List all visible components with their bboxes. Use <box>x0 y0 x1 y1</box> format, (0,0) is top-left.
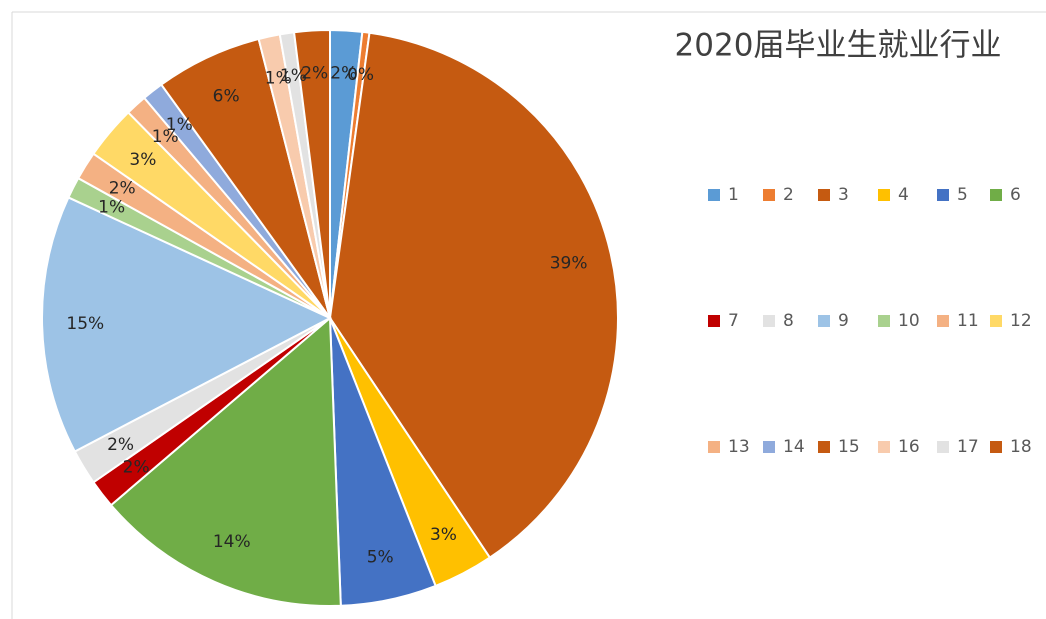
pie-slice <box>109 315 342 607</box>
legend-label: 12 <box>1010 311 1032 331</box>
legend-swatch <box>990 189 1002 201</box>
legend-swatch <box>878 441 890 453</box>
legend-swatch <box>708 315 720 327</box>
data-label: 1% <box>166 115 193 135</box>
legend-swatch <box>818 189 830 201</box>
data-label: 15% <box>66 314 104 334</box>
data-label: 2% <box>107 435 134 455</box>
data-label: 2% <box>123 458 150 478</box>
legend-swatch <box>937 441 949 453</box>
data-label: 1% <box>265 69 292 89</box>
legend-label: 2 <box>783 185 794 205</box>
legend-label: 1 <box>728 185 739 205</box>
legend-swatch <box>937 189 949 201</box>
data-label: 3% <box>430 525 457 545</box>
legend-swatch <box>708 189 720 201</box>
data-label: 5% <box>367 548 394 568</box>
legend-swatch <box>990 315 1002 327</box>
pie-slice <box>41 196 333 453</box>
legend-label: 4 <box>898 185 909 205</box>
legend-swatch <box>763 189 775 201</box>
legend-label: 15 <box>838 437 860 457</box>
legend-label: 5 <box>957 185 968 205</box>
legend-label: 10 <box>898 311 920 331</box>
legend-label: 11 <box>957 311 979 331</box>
legend-swatch <box>878 189 890 201</box>
data-label: 2% <box>301 64 328 84</box>
legend-swatch <box>990 441 1002 453</box>
data-label: 3% <box>129 150 156 170</box>
data-label: 1% <box>280 66 307 86</box>
legend-label: 18 <box>1010 437 1032 457</box>
legend-swatch <box>708 441 720 453</box>
legend-label: 13 <box>728 437 750 457</box>
legend-swatch <box>763 315 775 327</box>
data-label: 1% <box>152 127 179 147</box>
legend-label: 7 <box>728 311 739 331</box>
pie-slice <box>328 31 619 559</box>
legend-swatch <box>878 315 890 327</box>
legend-swatch <box>763 441 775 453</box>
data-label: 6% <box>213 86 240 106</box>
legend-label: 14 <box>783 437 805 457</box>
legend-swatch <box>937 315 949 327</box>
legend-label: 16 <box>898 437 920 457</box>
legend-label: 9 <box>838 311 849 331</box>
chart-title: 2020届毕业生就业行业 <box>675 28 1002 64</box>
pie-slice <box>292 28 331 319</box>
data-label: 14% <box>213 532 251 552</box>
data-label: 1% <box>98 197 125 217</box>
legend-label: 8 <box>783 311 794 331</box>
legend-swatch <box>818 315 830 327</box>
legend-label: 6 <box>1010 185 1021 205</box>
legend-swatch <box>818 441 830 453</box>
data-label: 2% <box>109 179 136 199</box>
data-label: 0% <box>347 65 374 85</box>
data-label: 2% <box>330 64 357 84</box>
legend-label: 17 <box>957 437 979 457</box>
data-label: 39% <box>550 253 588 273</box>
legend-label: 3 <box>838 185 849 205</box>
